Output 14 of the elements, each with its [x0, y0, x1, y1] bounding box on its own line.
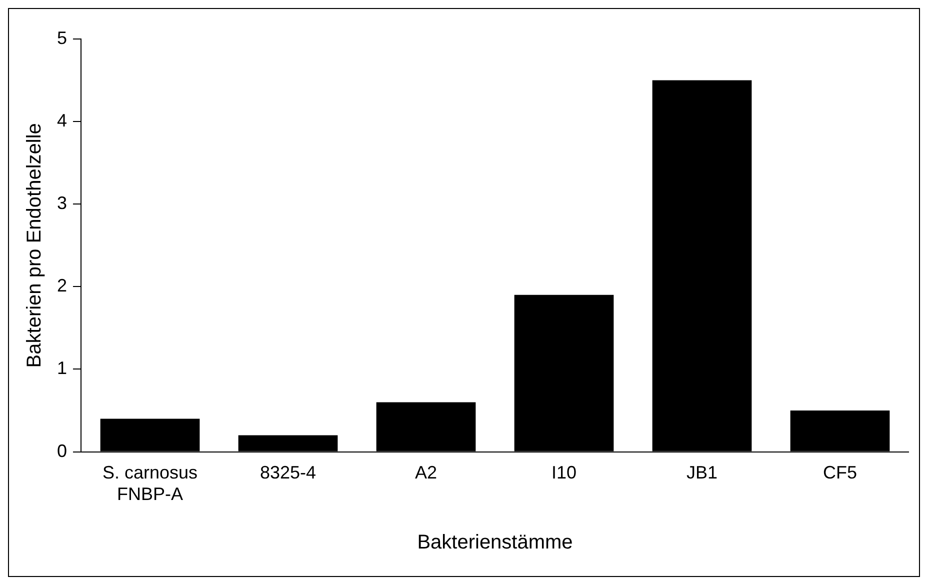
x-tick-label: A2 [414, 462, 438, 483]
y-tick-label: 5 [56, 28, 68, 48]
x-tick-label: S. carnosus FNBP-A [102, 462, 198, 504]
y-tick-label: 0 [56, 440, 68, 461]
x-tick-label: JB1 [686, 462, 718, 483]
y-tick-label: 1 [56, 358, 68, 378]
y-tick-label: 2 [56, 276, 68, 296]
x-axis-title: Bakterienstämme [417, 532, 573, 554]
y-tick-label: 3 [56, 193, 68, 214]
y-axis-title: Bakterien pro Endothelzelle [24, 123, 46, 368]
x-tick-label: CF5 [822, 462, 858, 483]
y-tick-label: 4 [56, 110, 68, 131]
x-tick-label: 8325-4 [260, 462, 316, 483]
x-tick-label: I10 [551, 462, 577, 483]
